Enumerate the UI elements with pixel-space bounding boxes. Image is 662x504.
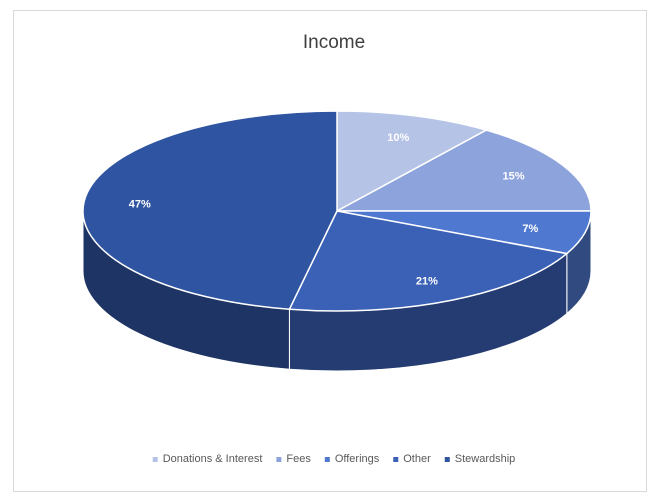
- legend-item-donations-interest: Donations & Interest: [152, 453, 263, 465]
- slice-label-donations-interest: 10%: [387, 132, 409, 144]
- legend-marker: [324, 457, 330, 462]
- legend-label: Donations & Interest: [163, 453, 263, 465]
- legend-marker: [444, 457, 450, 462]
- pie-slice-stewardship: [82, 110, 338, 311]
- pie-slice-other: [288, 210, 569, 312]
- legend-item-other: Other: [393, 453, 431, 465]
- legend-marker: [276, 457, 282, 462]
- legend-item-stewardship: Stewardship: [444, 453, 516, 465]
- legend-label: Stewardship: [455, 453, 516, 465]
- chart-title: Income: [303, 32, 365, 53]
- slice-label-other: 21%: [416, 275, 438, 287]
- legend-label: Offerings: [335, 453, 380, 465]
- legend-item-offerings: Offerings: [324, 453, 380, 465]
- legend-marker: [393, 457, 399, 462]
- legend-label: Fees: [286, 453, 311, 465]
- slice-label-stewardship: 47%: [129, 199, 151, 211]
- legend: Donations & Interest Fees Offerings Other St…: [152, 453, 516, 465]
- pie-slice-fees: [336, 129, 592, 212]
- slice-labels: 10% 15% 7% 21% 47%: [129, 132, 539, 288]
- legend-item-fees: Fees: [276, 453, 311, 465]
- pie-sides: [82, 210, 592, 372]
- pie-slices: [82, 110, 592, 312]
- legend-marker: [152, 457, 158, 462]
- slice-label-offerings: 7%: [522, 223, 538, 235]
- pie-slice-donations-interest: [336, 110, 489, 213]
- legend-label: Other: [403, 453, 431, 465]
- pie-slice-offerings: [336, 210, 592, 255]
- slice-label-fees: 15%: [503, 171, 525, 183]
